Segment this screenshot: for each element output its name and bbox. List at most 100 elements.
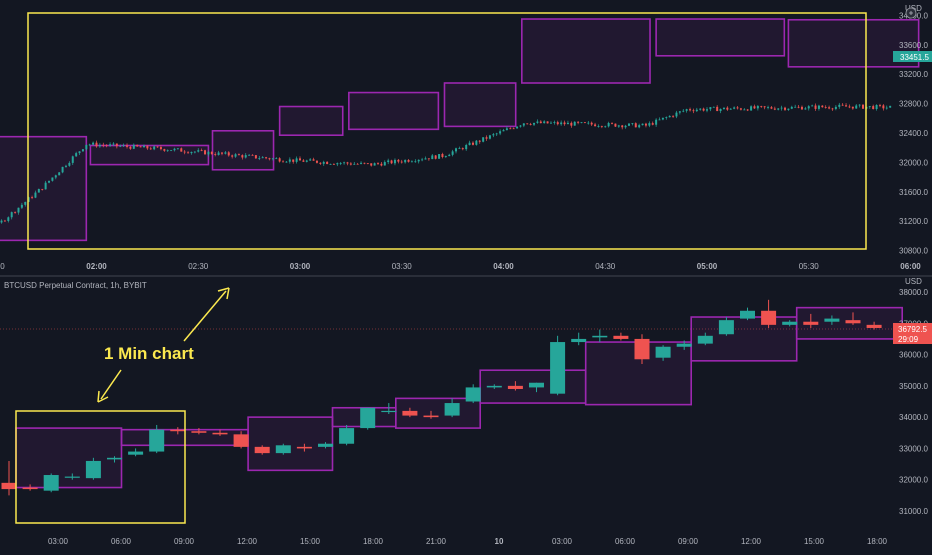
bottom-candle-body: [718, 320, 734, 335]
top-candle-body: [170, 150, 173, 152]
top-candle-body: [115, 143, 118, 147]
top-candle-body: [882, 105, 885, 109]
top-candle-body: [600, 126, 603, 127]
top-y-tick-label: 33600.0: [899, 41, 928, 50]
top-candle-body: [305, 160, 308, 162]
top-candle-body: [299, 158, 301, 161]
bottom-y-axis[interactable]: 38000.037000.036000.035000.034000.033000…: [899, 288, 928, 516]
top-candle-body: [549, 122, 552, 124]
top-candle-body: [173, 148, 176, 151]
top-candle-body: [536, 121, 539, 123]
bottom-candle-body: [550, 342, 566, 394]
top-candle-body: [129, 146, 132, 149]
top-candle-body: [509, 128, 512, 130]
top-candle-body: [519, 125, 522, 127]
top-candle-body: [604, 126, 607, 128]
bottom-candle-body: [845, 320, 861, 324]
bottom-x-tick-label: 06:00: [615, 537, 636, 546]
bottom-x-axis[interactable]: 03:00 06:00 09:00 12:00 15:00 18:00 21:00 10 03:…: [48, 537, 888, 546]
top-candle-body: [777, 108, 780, 110]
top-candle-body: [807, 106, 810, 109]
top-candle-body: [834, 106, 837, 109]
top-candle-body: [553, 122, 556, 123]
top-range-box: [655, 18, 786, 57]
top-candle-body: [410, 161, 413, 163]
top-range-box: [348, 91, 440, 131]
pane-divider[interactable]: [0, 275, 932, 277]
top-candle-body: [685, 109, 688, 111]
top-candle-body: [353, 163, 356, 165]
top-candle-body: [383, 162, 386, 166]
top-candle-body: [675, 112, 678, 117]
bottom-x-tick-label: 21:00: [426, 537, 447, 546]
top-candle-body: [109, 144, 112, 146]
top-candle-body: [156, 146, 159, 148]
top-candle-body: [370, 163, 373, 166]
top-x-tick-label: 04:00: [493, 262, 514, 271]
top-candle-body: [441, 154, 444, 157]
top-candle-body: [190, 152, 193, 154]
top-candle-body: [278, 158, 281, 162]
top-candle-body: [811, 105, 814, 107]
bottom-candle-body: [634, 338, 650, 360]
top-candle-body: [885, 107, 888, 109]
top-candle-body: [390, 160, 393, 164]
top-candle-body: [20, 204, 23, 208]
top-candle-body: [814, 105, 817, 109]
top-candle-body: [404, 160, 407, 163]
top-y-tick-label: 31600.0: [899, 188, 928, 197]
top-candle-body: [438, 154, 441, 159]
bottom-candle-body: [85, 460, 101, 479]
top-candle-body: [132, 144, 135, 149]
top-candle-body: [665, 117, 668, 119]
top-candle-body: [400, 161, 403, 163]
top-candle-body: [733, 107, 736, 109]
top-candle-body: [868, 106, 871, 107]
top-candle-body: [356, 163, 359, 165]
top-y-axis[interactable]: 34000.033600.033200.032800.032400.032000…: [899, 11, 928, 255]
bottom-x-tick-label: 18:00: [363, 537, 384, 546]
bottom-x-tick-label: 12:00: [237, 537, 258, 546]
top-candle-body: [295, 158, 298, 162]
top-candle-body: [878, 105, 881, 106]
top-candle-body: [800, 106, 803, 110]
top-candle-body: [563, 122, 566, 125]
top-x-tick-label: 06:00: [900, 262, 921, 271]
top-candle-body: [784, 107, 787, 110]
top-candle-body: [594, 124, 597, 127]
top-x-tick-label: 04:30: [595, 262, 616, 271]
top-candle-body: [366, 163, 369, 165]
top-candle-body: [254, 155, 257, 159]
top-candle-body: [200, 150, 203, 152]
top-candle-body: [336, 163, 339, 165]
top-candle-body: [193, 151, 196, 153]
bottom-candle-body: [128, 451, 144, 455]
top-candle-body: [275, 158, 278, 160]
top-candle-body: [760, 106, 763, 107]
top-candle-body: [475, 140, 478, 145]
top-candle-body: [587, 122, 590, 124]
top-candle-body: [862, 104, 865, 109]
top-candle-body: [217, 152, 220, 155]
bottom-candle-body: [318, 443, 333, 447]
top-candle-body: [312, 159, 315, 161]
settings-icon[interactable]: [905, 7, 917, 19]
top-candle-body: [271, 158, 274, 160]
bottom-candles: [1, 299, 882, 496]
bottom-x-tick-label: 18:00: [867, 537, 888, 546]
top-candle-body: [373, 163, 376, 166]
top-candle-body: [797, 106, 800, 108]
bottom-range-boxes: [15, 306, 904, 489]
top-candle-body: [773, 108, 776, 110]
top-candle-body: [828, 107, 831, 109]
bottom-x-tick-label: 03:00: [552, 537, 573, 546]
top-candle-body: [282, 161, 285, 163]
top-candle-body: [197, 150, 200, 152]
top-candle-body: [702, 108, 705, 111]
top-candle-body: [3, 220, 6, 222]
top-candle-body: [543, 121, 546, 124]
top-candle-body: [444, 156, 447, 157]
top-candle-body: [380, 163, 383, 166]
top-x-axis[interactable]: 01:30 02:00 02:30 03:00 03:30 04:00 04:30 05:00…: [0, 262, 932, 271]
top-candle-body: [207, 151, 210, 155]
